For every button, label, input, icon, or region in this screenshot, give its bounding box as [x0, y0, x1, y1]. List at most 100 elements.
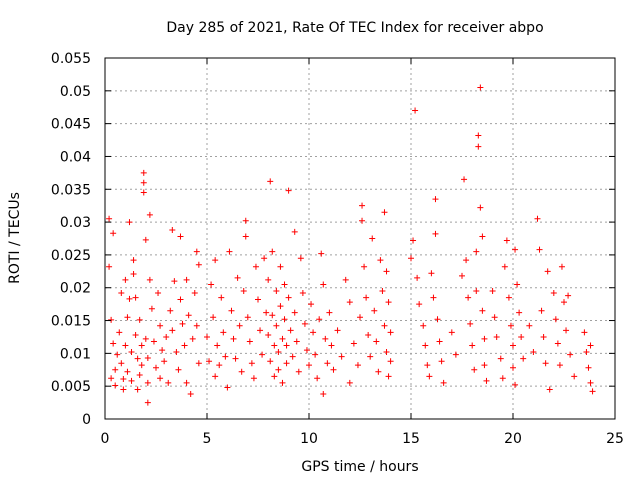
data-point	[136, 372, 143, 379]
data-point	[169, 226, 176, 233]
data-point	[346, 379, 353, 386]
data-point	[242, 217, 249, 224]
data-point	[424, 362, 431, 369]
data-point	[163, 333, 170, 340]
data-point	[481, 362, 488, 369]
data-point	[257, 327, 264, 334]
data-point	[214, 342, 221, 349]
data-point	[316, 316, 323, 323]
data-points	[106, 84, 596, 406]
data-point	[232, 355, 239, 362]
data-point	[479, 233, 486, 240]
data-point	[318, 250, 325, 257]
data-point	[189, 335, 196, 342]
data-point	[432, 196, 439, 203]
data-point	[177, 233, 184, 240]
data-point	[134, 355, 141, 362]
data-point	[536, 246, 543, 253]
data-point	[244, 314, 251, 321]
x-tick-label: 15	[402, 431, 420, 447]
data-point	[193, 248, 200, 255]
x-tick-label: 25	[606, 431, 624, 447]
data-point	[185, 312, 192, 319]
data-point	[173, 349, 180, 356]
data-point	[312, 351, 319, 358]
data-point	[216, 362, 223, 369]
data-point	[428, 270, 435, 277]
data-point	[585, 364, 592, 371]
data-point	[587, 342, 594, 349]
data-point	[381, 322, 388, 329]
data-point	[310, 329, 317, 336]
data-point	[169, 327, 176, 334]
data-point	[136, 316, 143, 323]
data-point	[461, 176, 468, 183]
data-point	[118, 360, 125, 367]
data-point	[124, 314, 131, 321]
data-point	[291, 228, 298, 235]
data-point	[144, 399, 151, 406]
data-point	[526, 322, 533, 329]
data-point	[175, 366, 182, 373]
data-point	[385, 373, 392, 380]
data-point	[132, 294, 139, 301]
data-point	[179, 320, 186, 327]
data-point	[410, 237, 417, 244]
data-point	[479, 307, 486, 314]
data-point	[416, 301, 423, 308]
data-point	[563, 327, 570, 334]
data-point	[242, 233, 249, 240]
x-tick-label: 10	[300, 431, 318, 447]
data-point	[255, 296, 261, 303]
data-point	[157, 375, 164, 382]
data-point	[110, 340, 117, 347]
data-point	[297, 255, 304, 262]
y-axis-label: ROTI / TECUs	[7, 192, 23, 284]
data-point	[473, 248, 480, 255]
data-point	[193, 322, 200, 329]
data-point	[275, 349, 282, 356]
data-point	[475, 143, 482, 150]
y-tick-label: 0.05	[60, 84, 91, 100]
data-point	[132, 331, 139, 338]
data-point	[408, 255, 414, 262]
data-point	[322, 335, 329, 342]
data-point	[481, 335, 488, 342]
data-point	[275, 366, 282, 373]
data-point	[285, 187, 292, 194]
chart-title: Day 285 of 2021, Rate Of TEC Index for r…	[166, 20, 543, 36]
data-point	[150, 338, 157, 345]
data-point	[477, 204, 484, 211]
data-point	[497, 355, 504, 362]
x-axis-label: GPS time / hours	[301, 459, 418, 475]
data-point	[301, 320, 308, 327]
data-point	[271, 373, 278, 380]
data-point	[112, 366, 119, 373]
data-point	[505, 294, 512, 301]
data-point	[387, 329, 394, 336]
data-point	[373, 338, 380, 345]
data-point	[420, 322, 427, 329]
data-point	[283, 360, 290, 367]
data-point	[155, 289, 162, 296]
data-point	[273, 288, 280, 295]
data-point	[556, 362, 563, 369]
data-point	[518, 333, 525, 340]
data-point	[130, 257, 137, 264]
data-point	[122, 276, 129, 283]
data-point	[110, 230, 117, 237]
data-point	[546, 386, 553, 393]
data-point	[220, 329, 227, 336]
data-point	[471, 366, 478, 373]
data-point	[138, 362, 145, 369]
data-point	[434, 316, 441, 323]
data-point	[426, 373, 433, 380]
data-point	[383, 349, 390, 356]
data-point	[108, 316, 115, 323]
data-point	[234, 274, 241, 281]
data-point	[306, 362, 312, 369]
y-tick-label: 0.04	[60, 149, 91, 165]
y-tick-label: 0.01	[60, 346, 91, 362]
y-tick-label: 0.035	[51, 182, 91, 198]
